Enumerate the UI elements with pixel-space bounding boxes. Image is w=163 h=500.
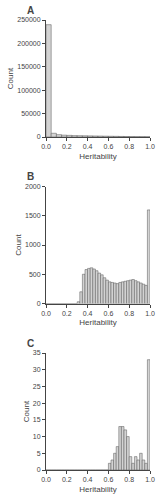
svg-text:0.4: 0.4: [83, 310, 93, 317]
svg-text:Heritability: Heritability: [79, 152, 116, 161]
svg-text:1.0: 1.0: [145, 143, 155, 150]
svg-text:150000: 150000: [17, 63, 40, 70]
svg-text:5: 5: [37, 450, 41, 457]
svg-text:500: 500: [29, 271, 41, 278]
svg-text:0: 0: [37, 133, 41, 140]
svg-text:10: 10: [33, 433, 41, 440]
svg-text:0.2: 0.2: [62, 143, 72, 150]
svg-text:0: 0: [37, 300, 41, 307]
svg-text:0.4: 0.4: [83, 143, 93, 150]
svg-text:C: C: [27, 338, 34, 349]
svg-text:0.6: 0.6: [104, 143, 114, 150]
svg-text:Count: Count: [14, 234, 23, 256]
svg-text:0.8: 0.8: [124, 476, 134, 483]
svg-text:1500: 1500: [25, 212, 41, 219]
svg-text:0.4: 0.4: [83, 476, 93, 483]
svg-text:25: 25: [33, 383, 41, 390]
svg-text:0.0: 0.0: [41, 310, 51, 317]
svg-text:Count: Count: [6, 67, 15, 89]
svg-text:1.0: 1.0: [145, 310, 155, 317]
svg-text:0.0: 0.0: [41, 476, 51, 483]
svg-text:0.2: 0.2: [62, 476, 72, 483]
svg-text:0.6: 0.6: [104, 476, 114, 483]
svg-text:Heritability: Heritability: [79, 485, 116, 494]
svg-text:20: 20: [33, 400, 41, 407]
svg-text:Count: Count: [22, 400, 31, 422]
svg-text:1.0: 1.0: [145, 476, 155, 483]
svg-text:0: 0: [37, 466, 41, 473]
svg-text:Heritability: Heritability: [79, 318, 116, 327]
svg-text:0.8: 0.8: [124, 143, 134, 150]
svg-text:15: 15: [33, 416, 41, 423]
svg-text:0.8: 0.8: [124, 310, 134, 317]
svg-text:2000: 2000: [25, 183, 41, 190]
svg-text:200000: 200000: [17, 40, 40, 47]
svg-text:250000: 250000: [17, 16, 40, 23]
svg-text:0.6: 0.6: [104, 310, 114, 317]
svg-text:35: 35: [33, 349, 41, 356]
svg-text:100000: 100000: [17, 87, 40, 94]
svg-text:30: 30: [33, 366, 41, 373]
svg-text:1000: 1000: [25, 241, 41, 248]
svg-text:50000: 50000: [21, 110, 41, 117]
svg-text:0.2: 0.2: [62, 310, 72, 317]
svg-text:B: B: [27, 171, 34, 182]
svg-text:0.0: 0.0: [41, 143, 51, 150]
svg-text:A: A: [27, 5, 34, 16]
